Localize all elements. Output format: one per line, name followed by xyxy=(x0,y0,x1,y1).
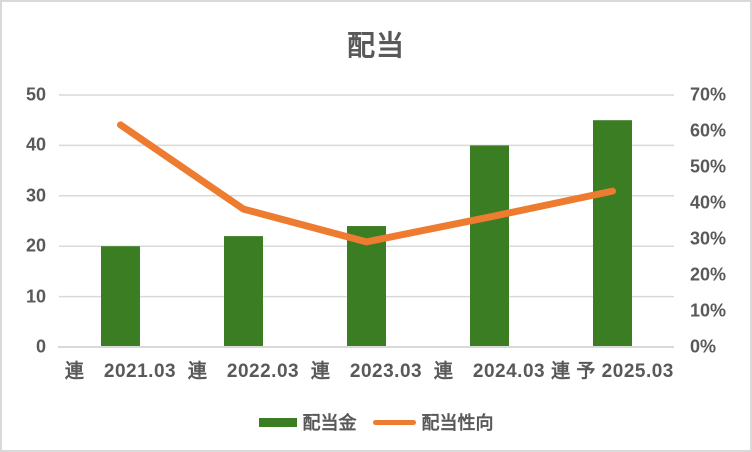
right-axis-tick-label: 70% xyxy=(690,84,727,105)
dividend-bar xyxy=(224,236,263,347)
payout-ratio-legend-label: 配当性向 xyxy=(421,413,494,433)
x-axis-tick-label: 連 予 2025.03 xyxy=(551,361,674,382)
x-axis-tick-label: 連 2024.03 xyxy=(433,361,546,382)
left-y-axis: 0 10 20 30 40 50 xyxy=(2,2,46,450)
right-axis-tick-label: 0% xyxy=(690,336,717,357)
left-axis-tick-label: 30 xyxy=(25,185,46,206)
dividend-bar xyxy=(470,145,509,347)
right-axis-tick-label: 60% xyxy=(690,120,727,141)
x-axis-tick-label: 連 2023.03 xyxy=(310,361,423,382)
dividend-bar-swatch xyxy=(258,417,297,427)
payout-ratio-line xyxy=(117,121,616,246)
right-axis-tick-label: 50% xyxy=(690,156,727,177)
payout-ratio-line-swatch xyxy=(372,419,416,425)
left-axis-tick-label: 50 xyxy=(25,84,46,105)
right-y-axis: 0% 10% 20% 30% 40% 50% 60% 70% xyxy=(690,2,750,450)
chart-title: 配当 xyxy=(346,30,405,61)
x-axis-tick-label: 連 2021.03 xyxy=(64,361,177,382)
left-axis-tick-label: 10 xyxy=(25,286,46,307)
legend-item-payout-ratio: 配当性向 xyxy=(372,409,494,435)
legend: 配当金 配当性向 xyxy=(2,408,750,436)
x-axis-tick-label: 連 2022.03 xyxy=(187,361,300,382)
right-axis-tick-label: 20% xyxy=(690,264,727,285)
x-axis: 連 2021.03 連 2022.03 連 2023.03 連 2024.03 連 予 … xyxy=(2,356,750,382)
legend-item-dividend: 配当金 xyxy=(258,409,357,435)
left-axis-tick-label: 40 xyxy=(25,134,46,155)
right-axis-tick-label: 30% xyxy=(690,228,727,249)
dividend-bar xyxy=(101,246,140,347)
left-axis-tick-label: 0 xyxy=(35,336,46,357)
right-axis-tick-label: 40% xyxy=(690,192,727,213)
dividend-legend-label: 配当金 xyxy=(302,413,357,433)
dividend-bar xyxy=(593,120,632,347)
dividend-bar xyxy=(347,226,386,347)
right-axis-tick-label: 10% xyxy=(690,300,727,321)
left-axis-tick-label: 20 xyxy=(25,235,46,256)
